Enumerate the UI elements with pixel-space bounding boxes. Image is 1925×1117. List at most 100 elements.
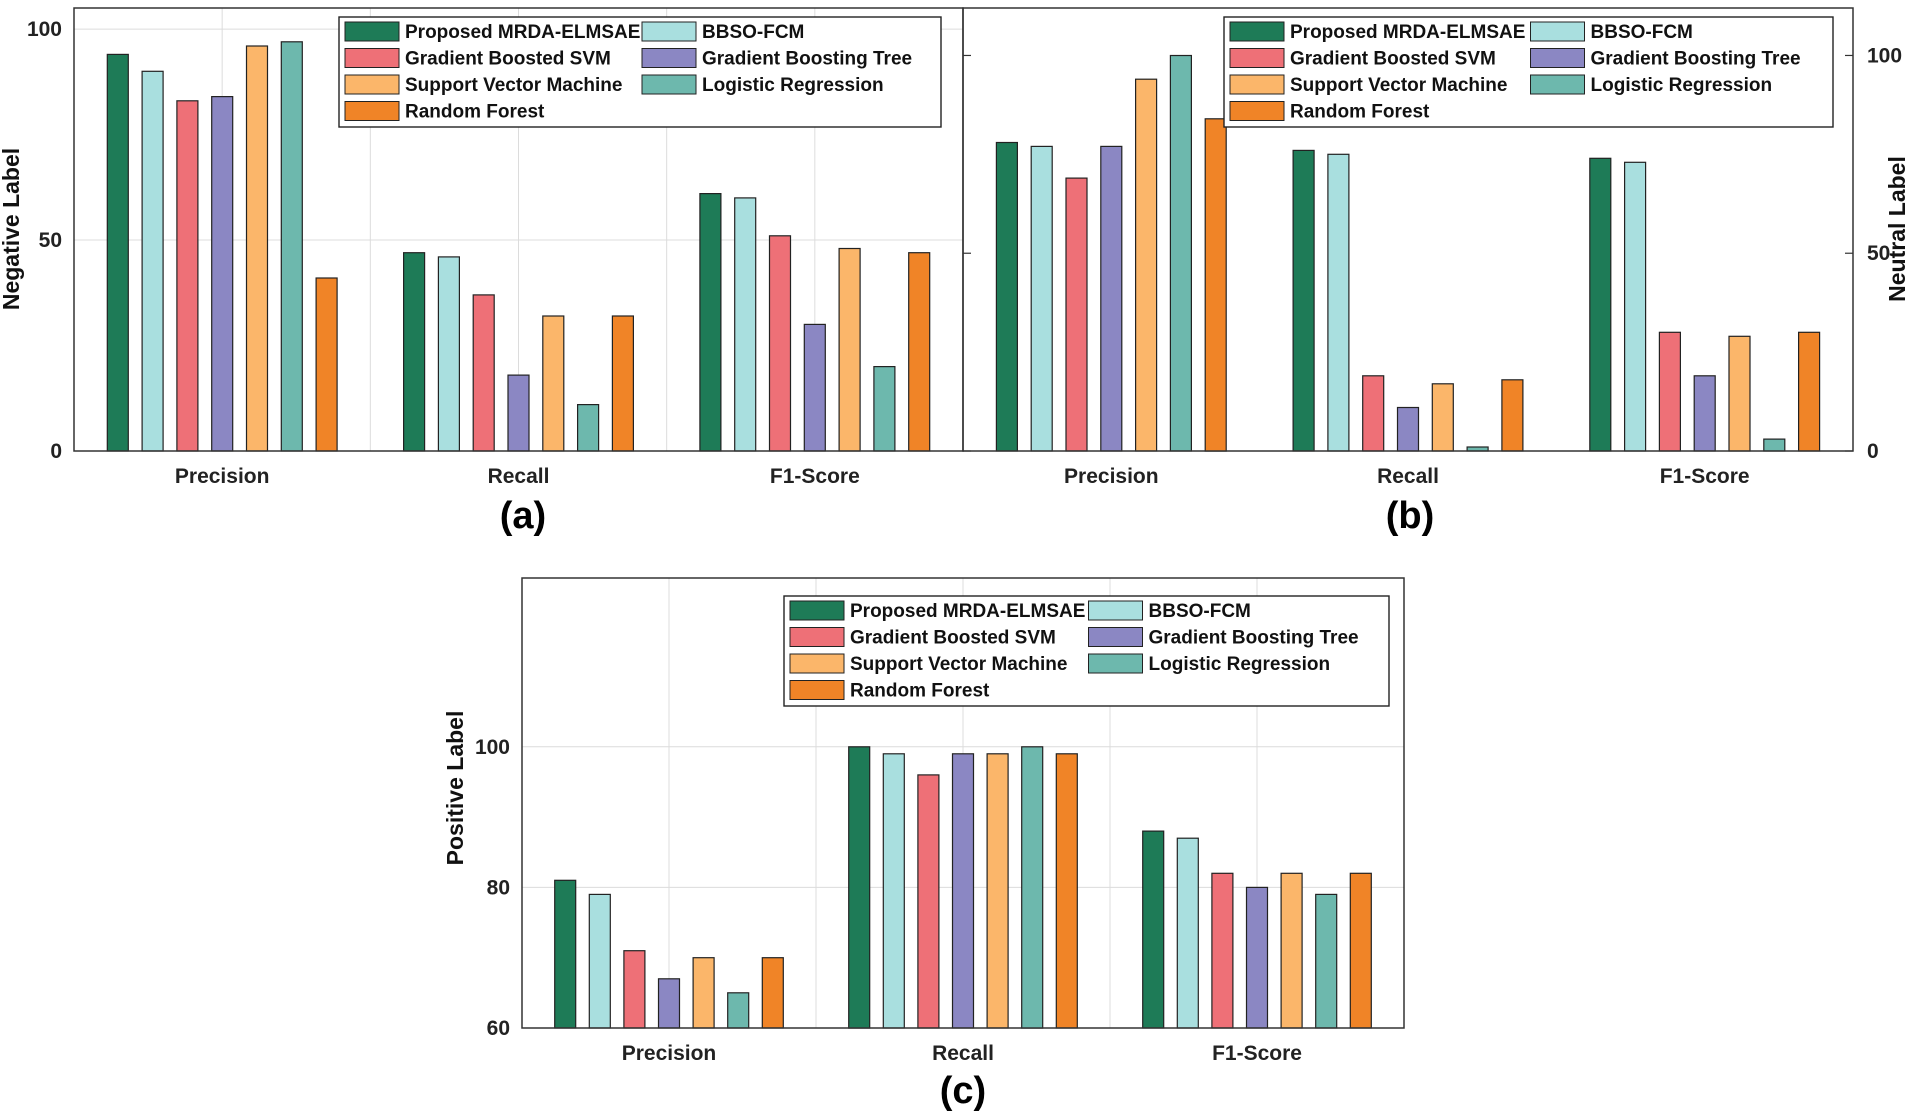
legend: Proposed MRDA-ELMSAE BBSO-FCM Gradient Boo… <box>338 16 942 128</box>
legend-label-random-forest: Random Forest <box>1290 102 1430 123</box>
bar-support-vector-machine-f1-score <box>1280 872 1303 1029</box>
legend-swatch-random-forest <box>1229 101 1285 121</box>
legend-swatch-bbso-fcm <box>641 21 697 42</box>
bar-random-forest-precision <box>315 277 338 452</box>
legend-swatch-logistic-regression <box>641 74 697 95</box>
bar-gradient-boosting-tree-f1-score <box>1693 375 1716 452</box>
bar-gradient-boosting-tree-f1-score <box>1245 886 1269 1029</box>
bar-random-forest-f1-score <box>1349 872 1372 1029</box>
bar-logistic-regression-f1-score <box>873 366 896 452</box>
caption-a: (a) <box>500 495 546 537</box>
legend-swatch-random-forest <box>344 101 400 121</box>
bar-gradient-boosting-tree-f1-score <box>803 323 826 452</box>
legend-swatch-random-forest <box>789 680 845 700</box>
bar-bbso-fcm-f1-score <box>734 197 757 452</box>
legend-label-logistic-regression: Logistic Regression <box>1149 654 1331 675</box>
panel-b: 0 50 100 Precision Recall F1-Score Neutral La… <box>962 7 1910 537</box>
legend-box <box>338 16 942 128</box>
caption-b: (b) <box>1386 495 1435 537</box>
legend-label-bbso-fcm: BBSO-FCM <box>1591 22 1693 43</box>
y-axis-label: Neutral Label <box>1884 156 1910 302</box>
legend-label-proposed-mrda-elmsae: Proposed MRDA-ELMSAE <box>1290 22 1525 43</box>
legend-swatch-support-vector-machine <box>789 653 845 674</box>
legend-swatch-bbso-fcm <box>1530 21 1585 42</box>
x-tick-label-f1-score: F1-Score <box>1212 1042 1302 1065</box>
legend-swatch-logistic-regression <box>1530 74 1585 95</box>
y-axis-label: Negative Label <box>0 148 24 310</box>
legend-swatch-gradient-boosted-svm <box>344 48 400 68</box>
legend-label-random-forest: Random Forest <box>405 102 545 123</box>
y-axis-label: Positive Label <box>442 711 468 866</box>
bar-proposed-mrda-elmsae-f1-score <box>1589 157 1612 452</box>
legend-label-gradient-boosted-svm: Gradient Boosted SVM <box>405 49 611 70</box>
bar-proposed-mrda-elmsae-f1-score <box>699 193 722 452</box>
legend-label-random-forest: Random Forest <box>850 681 990 702</box>
y-tick-label: 100 <box>27 18 62 41</box>
bar-logistic-regression-precision <box>1169 54 1193 452</box>
legend-box <box>1223 16 1834 128</box>
legend-label-gradient-boosting-tree: Gradient Boosting Tree <box>1591 49 1801 70</box>
legend-swatch-proposed-mrda-elmsae <box>344 21 400 42</box>
panel-c: 60 80 100 Precision Recall F1-Score Positive … <box>442 577 1405 1112</box>
legend-label-logistic-regression: Logistic Regression <box>1591 75 1773 96</box>
legend-box <box>783 595 1390 707</box>
y-tick-label: 80 <box>487 876 510 899</box>
bar-proposed-mrda-elmsae-f1-score <box>1142 830 1165 1029</box>
legend-swatch-gradient-boosting-tree <box>1088 627 1143 647</box>
legend-label-gradient-boosting-tree: Gradient Boosting Tree <box>1149 628 1359 649</box>
bar-proposed-mrda-elmsae-recall <box>848 746 871 1029</box>
bar-support-vector-machine-recall <box>1431 383 1454 452</box>
bar-support-vector-machine-precision <box>692 957 715 1029</box>
bar-support-vector-machine-f1-score <box>838 247 861 452</box>
x-tick-label-recall: Recall <box>1377 465 1439 488</box>
bar-support-vector-machine-precision <box>1134 78 1158 452</box>
bar-bbso-fcm-f1-score <box>1623 161 1647 452</box>
bar-random-forest-recall <box>1501 379 1524 452</box>
bar-random-forest-recall <box>611 315 635 452</box>
bar-gradient-boosted-svm-f1-score <box>1658 331 1682 452</box>
x-tick-label-recall: Recall <box>488 465 550 488</box>
bar-bbso-fcm-precision <box>1030 145 1053 452</box>
bar-support-vector-machine-precision <box>245 45 269 452</box>
bar-gradient-boosted-svm-recall <box>917 774 940 1029</box>
plot-frame <box>962 7 1854 452</box>
legend-label-support-vector-machine: Support Vector Machine <box>1290 75 1507 96</box>
x-tick-label-recall: Recall <box>932 1042 994 1065</box>
bar-bbso-fcm-recall <box>437 256 460 452</box>
legend-label-gradient-boosted-svm: Gradient Boosted SVM <box>850 628 1056 649</box>
x-tick-label-f1-score: F1-Score <box>1660 465 1750 488</box>
legend-label-proposed-mrda-elmsae: Proposed MRDA-ELMSAE <box>405 22 640 43</box>
legend-swatch-support-vector-machine <box>1229 74 1285 95</box>
legend-label-proposed-mrda-elmsae: Proposed MRDA-ELMSAE <box>850 601 1085 622</box>
bar-gradient-boosting-tree-recall <box>951 753 975 1029</box>
legend-swatch-support-vector-machine <box>344 74 400 95</box>
legend-swatch-gradient-boosted-svm <box>789 627 845 647</box>
y-tick-label: 50 <box>1867 242 1890 265</box>
bar-support-vector-machine-f1-score <box>1728 335 1751 452</box>
x-tick-label-precision: Precision <box>622 1042 717 1065</box>
bar-logistic-regression-recall <box>576 404 600 452</box>
x-tick-label-precision: Precision <box>1064 465 1159 488</box>
plot-frame <box>521 577 1405 1029</box>
bar-bbso-fcm-precision <box>141 70 164 452</box>
panel-a: 0 50 100 Precision Recall F1-Score Negative L… <box>0 7 964 537</box>
bar-bbso-fcm-recall <box>1327 153 1350 452</box>
bar-random-forest-precision <box>761 957 784 1029</box>
bar-gradient-boosted-svm-f1-score <box>768 235 792 452</box>
legend-label-bbso-fcm: BBSO-FCM <box>1149 601 1251 622</box>
bar-logistic-regression-precision <box>727 992 750 1029</box>
legend-label-gradient-boosting-tree: Gradient Boosting Tree <box>702 49 912 70</box>
bar-gradient-boosting-tree-precision <box>657 978 681 1029</box>
legend-label-support-vector-machine: Support Vector Machine <box>405 75 622 96</box>
bar-gradient-boosted-svm-precision <box>623 950 646 1029</box>
bar-gradient-boosting-tree-precision <box>1100 145 1123 452</box>
y-tick-label: 100 <box>1867 44 1902 67</box>
y-tick-label: 100 <box>475 736 510 759</box>
bar-random-forest-f1-score <box>1797 331 1821 452</box>
bar-logistic-regression-f1-score <box>1315 893 1338 1029</box>
legend-swatch-bbso-fcm <box>1088 600 1143 621</box>
legend-swatch-gradient-boosted-svm <box>1229 48 1285 68</box>
y-tick-label: 50 <box>39 229 62 252</box>
bar-proposed-mrda-elmsae-precision <box>995 141 1019 452</box>
